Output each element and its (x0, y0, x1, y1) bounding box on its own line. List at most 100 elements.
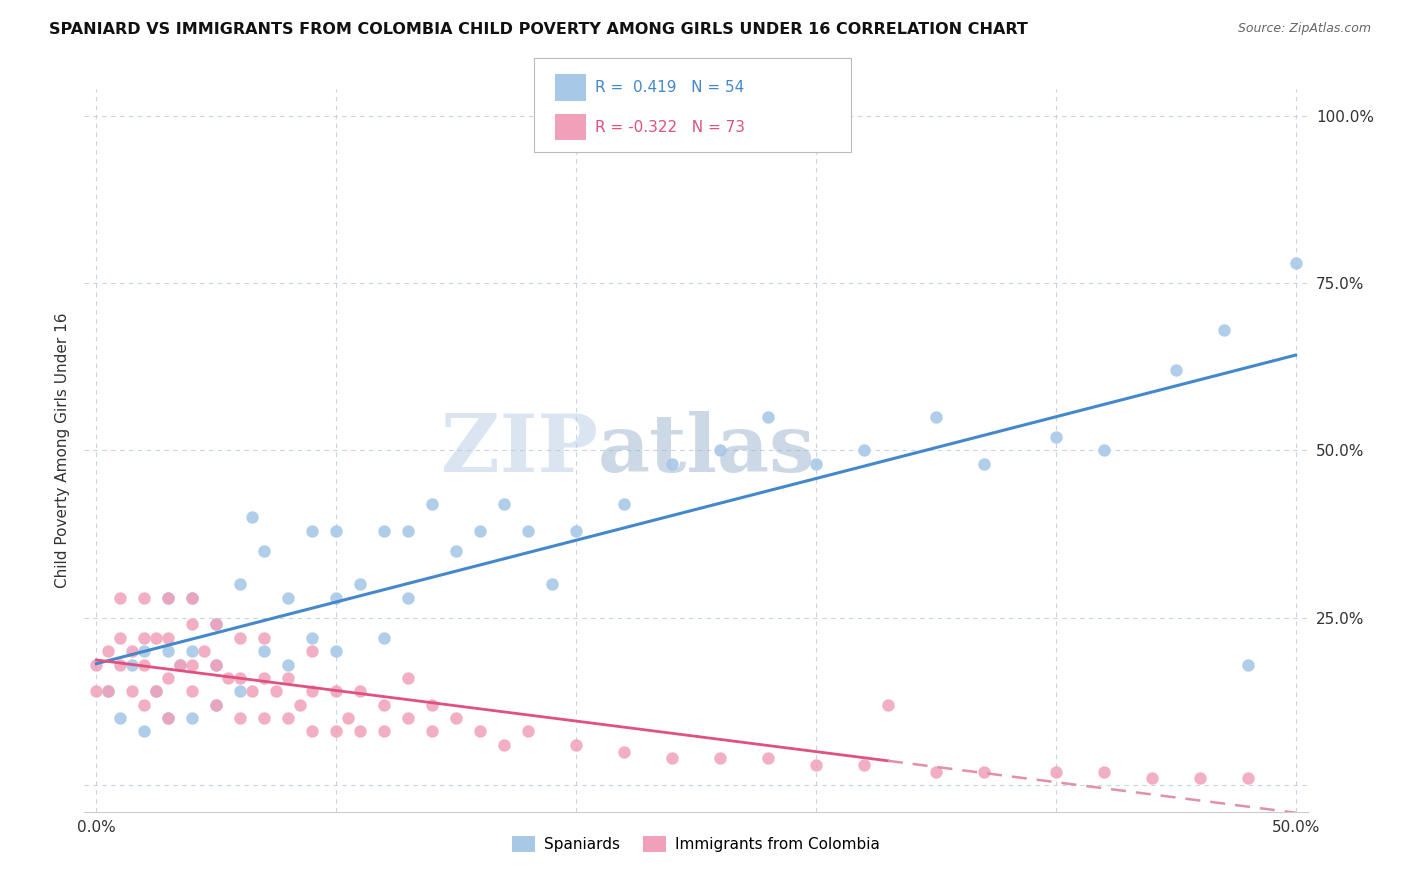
Point (181, 617, 204, 632)
Point (205, 617, 228, 632)
Point (337, 711, 360, 725)
Point (181, 591, 204, 605)
Point (121, 684, 143, 698)
Point (134, 724, 156, 739)
Y-axis label: Child Poverty Among Girls Under 16: Child Poverty Among Girls Under 16 (55, 313, 70, 588)
Point (205, 657, 228, 672)
Point (205, 617, 228, 632)
Point (1212, 323, 1234, 337)
Point (97, 644, 120, 658)
Point (110, 631, 132, 645)
Point (1092, 764, 1115, 779)
Point (756, 410, 779, 425)
Point (134, 644, 156, 658)
Point (517, 724, 540, 739)
Point (229, 684, 252, 698)
Text: R =  0.419   N = 54: R = 0.419 N = 54 (595, 80, 744, 95)
Point (134, 631, 156, 645)
Point (709, 751, 731, 765)
Point (468, 524, 491, 538)
Point (97, 684, 120, 698)
Point (145, 631, 167, 645)
Point (444, 544, 467, 558)
Point (1045, 430, 1067, 444)
Point (181, 684, 204, 698)
Point (661, 751, 683, 765)
Point (1284, 256, 1306, 270)
Point (110, 591, 132, 605)
Point (193, 644, 215, 658)
Point (181, 644, 204, 658)
Point (253, 711, 276, 725)
Point (396, 524, 419, 538)
Point (349, 724, 371, 739)
Point (1164, 363, 1187, 377)
Point (396, 591, 419, 605)
Point (157, 644, 180, 658)
Point (709, 443, 731, 458)
Point (205, 698, 228, 712)
Point (253, 671, 276, 685)
Point (444, 711, 467, 725)
Point (396, 671, 419, 685)
Point (1236, 771, 1258, 786)
Point (169, 657, 191, 672)
Point (420, 698, 443, 712)
Point (110, 657, 132, 672)
Point (325, 684, 347, 698)
Point (373, 524, 395, 538)
Point (420, 497, 443, 511)
Point (181, 711, 204, 725)
Point (661, 457, 683, 471)
Point (86, 684, 108, 698)
Point (973, 764, 995, 779)
Point (145, 684, 167, 698)
Point (301, 644, 323, 658)
Point (565, 524, 588, 538)
Point (253, 631, 276, 645)
Point (1236, 657, 1258, 672)
Point (157, 711, 180, 725)
Point (565, 738, 588, 752)
Point (229, 631, 252, 645)
Point (541, 577, 564, 591)
Point (301, 724, 323, 739)
Point (277, 671, 299, 685)
Point (229, 711, 252, 725)
Point (468, 724, 491, 739)
Point (396, 711, 419, 725)
Point (852, 758, 875, 772)
Point (325, 644, 347, 658)
Point (494, 497, 516, 511)
Point (876, 698, 898, 712)
Text: R = -0.322   N = 73: R = -0.322 N = 73 (595, 120, 745, 136)
Point (1092, 443, 1115, 458)
Point (325, 591, 347, 605)
Point (264, 684, 287, 698)
Point (229, 577, 252, 591)
Point (852, 443, 875, 458)
Point (253, 544, 276, 558)
Point (169, 657, 191, 672)
Point (325, 724, 347, 739)
Point (181, 657, 204, 672)
Point (1188, 771, 1211, 786)
Point (1140, 771, 1163, 786)
Point (145, 684, 167, 698)
Point (290, 698, 312, 712)
Point (373, 698, 395, 712)
Point (613, 497, 636, 511)
Point (373, 724, 395, 739)
Point (134, 591, 156, 605)
Point (517, 524, 540, 538)
Point (277, 591, 299, 605)
Text: ZIP: ZIP (441, 411, 598, 490)
Point (121, 644, 143, 658)
Point (1045, 764, 1067, 779)
Point (756, 751, 779, 765)
Point (121, 657, 143, 672)
Point (325, 524, 347, 538)
Point (420, 724, 443, 739)
Legend: Spaniards, Immigrants from Colombia: Spaniards, Immigrants from Colombia (506, 830, 886, 858)
Point (157, 671, 180, 685)
